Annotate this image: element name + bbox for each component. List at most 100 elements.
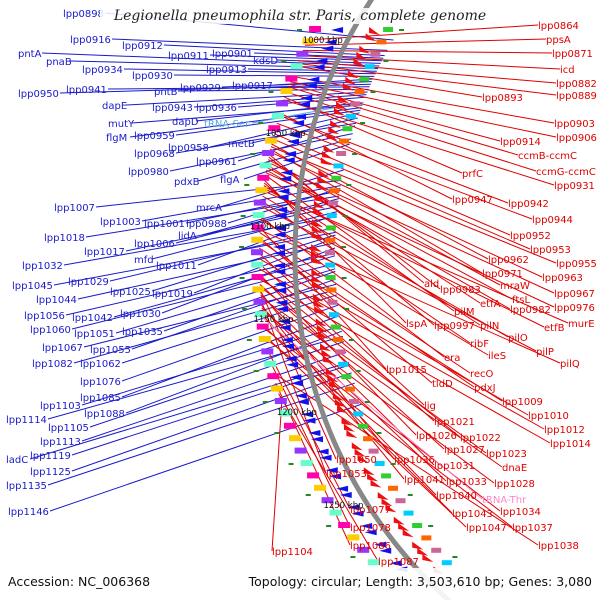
label-connector — [227, 187, 341, 224]
cog-box — [294, 447, 307, 454]
gc-mark — [239, 246, 245, 248]
gc-mark — [341, 246, 347, 248]
reverse-cds-mark — [284, 151, 297, 157]
cog-box — [388, 485, 399, 491]
gene-label: lpp0980 — [128, 167, 169, 178]
gene-label: lpp0962 — [488, 255, 529, 266]
gene-label: lpp0914 — [500, 137, 541, 148]
label-connector — [278, 393, 379, 562]
gene-label: lpp0947 — [452, 195, 493, 206]
reverse-cds-mark — [296, 399, 309, 405]
reverse-cds-mark — [273, 281, 286, 288]
gene-label: lpp0911 — [168, 51, 209, 62]
label-connector — [259, 291, 395, 460]
forward-cds-mark — [311, 281, 323, 290]
gene-label: era — [444, 353, 460, 364]
gene-label: lpp1045 — [12, 281, 53, 292]
gc-mark — [244, 184, 250, 186]
forward-cds-mark — [356, 51, 368, 60]
gene-label: lpp1146 — [8, 507, 49, 518]
gene-label: lpp1003 — [100, 217, 141, 228]
forward-cds-mark — [347, 70, 359, 79]
reverse-cds-mark — [273, 250, 286, 257]
cog-box — [347, 534, 360, 541]
gene-label: lpp1042 — [72, 313, 113, 324]
label-connector — [278, 114, 509, 204]
cog-box — [251, 261, 264, 268]
label-connector — [259, 226, 387, 370]
gene-label: lpp0903 — [554, 119, 595, 130]
cog-box — [274, 398, 287, 404]
gene-label: ccmB-ccmC — [518, 151, 577, 162]
gene-label: lpp1017 — [84, 247, 125, 258]
gene-label: pilN — [480, 321, 499, 332]
gene-label: lpp0953 — [530, 245, 571, 256]
reverse-cds-mark — [273, 231, 286, 238]
reverse-cds-mark — [331, 27, 344, 33]
forward-cds-mark — [332, 392, 344, 401]
label-connector — [268, 154, 425, 284]
gene-label: ccmG-ccmC — [536, 167, 596, 178]
gc-mark — [250, 153, 256, 155]
reverse-cds-mark — [279, 175, 292, 182]
forward-cds-mark — [313, 200, 325, 209]
gene-label: lpp1015 — [386, 365, 427, 376]
cog-box — [338, 361, 349, 367]
label-connector — [286, 91, 537, 172]
gene-label: lpp0997 — [434, 321, 475, 332]
cog-box — [285, 75, 298, 82]
forward-cds-mark — [417, 547, 429, 556]
gene-label: lpp1114 — [6, 415, 47, 426]
forward-cds-mark — [333, 107, 345, 116]
forward-cds-mark — [321, 349, 333, 358]
cog-box — [261, 348, 274, 355]
forward-cds-mark — [313, 206, 325, 215]
cog-box — [342, 126, 353, 132]
cog-box — [252, 286, 265, 293]
reverse-cds-mark — [277, 318, 290, 325]
forward-cds-mark — [402, 529, 414, 538]
reverse-cds-mark — [308, 430, 321, 436]
cog-box — [302, 38, 315, 45]
cog-box — [332, 337, 343, 342]
label-connector — [151, 211, 338, 260]
label-connector — [259, 278, 551, 444]
label-connector — [163, 44, 385, 57]
cog-box — [336, 151, 347, 156]
gene-label: lpp1030 — [120, 309, 161, 320]
cog-box — [255, 187, 268, 194]
reverse-cds-mark — [276, 194, 289, 201]
cog-box — [363, 436, 374, 442]
reverse-cds-mark — [374, 541, 387, 548]
reverse-cds-mark — [303, 417, 316, 424]
label-connector — [260, 218, 489, 356]
cog-box — [290, 63, 303, 70]
backbone-arc — [292, 0, 453, 600]
gene-label: lpp1007 — [54, 203, 95, 214]
cog-box — [344, 386, 355, 392]
label-connector — [113, 255, 336, 318]
label-connector — [268, 156, 441, 290]
gene-label: lpp0976 — [554, 303, 595, 314]
cog-box — [431, 547, 442, 553]
gene-label: lpp1006 — [134, 239, 175, 250]
forward-cds-mark — [311, 256, 323, 265]
gene-label: lpp0889 — [556, 91, 597, 102]
reverse-cds-mark — [274, 213, 287, 219]
gc-mark — [452, 556, 458, 558]
kbp-tick-label: 1200 kbp — [277, 408, 317, 418]
forward-cds-mark — [313, 299, 325, 308]
gc-mark — [348, 339, 354, 341]
label-connector — [53, 231, 336, 286]
gene-label: lpp0917 — [232, 81, 273, 92]
label-connector — [259, 276, 461, 438]
forward-cds-mark — [322, 355, 334, 364]
cog-box — [338, 522, 351, 528]
forward-cds-mark — [357, 454, 369, 463]
gene-label: lpp1022 — [460, 433, 501, 444]
forward-cds-mark — [327, 374, 339, 383]
right-label-connectors — [258, 24, 569, 562]
gene-label: lpp1087 — [378, 557, 419, 568]
gene-label: ald — [424, 279, 439, 290]
